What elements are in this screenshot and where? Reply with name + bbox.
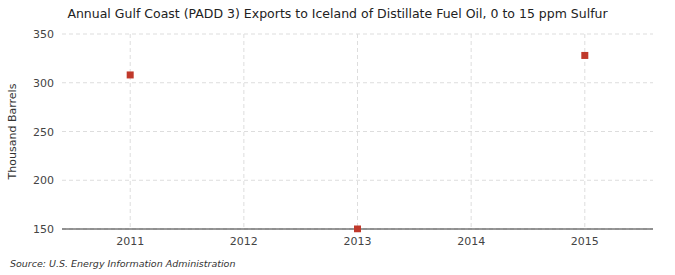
point <box>127 71 134 78</box>
source: Source: U.S. Energy Information Administ… <box>10 258 235 269</box>
background <box>0 0 675 275</box>
grid-line-y <box>62 180 653 181</box>
y-tick-label: 150 <box>33 223 54 236</box>
x-tick-label: 2013 <box>344 235 372 248</box>
x-tick-label: 2012 <box>230 235 258 248</box>
point <box>354 226 361 233</box>
y-tick-label: 300 <box>33 77 54 90</box>
y-tick-label: 350 <box>33 28 54 41</box>
chart: 2011 2012 2013 2014 2015 150 200 250 300 350 Annua… <box>0 0 675 275</box>
x-tick-label: 2011 <box>116 235 144 248</box>
y-tick-label: 200 <box>33 174 54 187</box>
grid-line-y <box>62 131 653 132</box>
x-tick-label: 2014 <box>457 235 485 248</box>
grid-line-x <box>357 34 358 229</box>
y-axis-label: Thousand Barrels <box>6 83 19 180</box>
grid-line-x <box>243 34 244 229</box>
grid-line-x <box>471 34 472 229</box>
y-tick-label: 250 <box>33 126 54 139</box>
grid-line-x <box>130 34 131 229</box>
ticks: 2011 2012 2013 2014 2015 150 200 250 300 350 <box>33 28 599 248</box>
points <box>127 52 589 233</box>
x-tick-label: 2015 <box>571 235 599 248</box>
grid <box>62 34 653 229</box>
point <box>581 52 588 59</box>
title: Annual Gulf Coast (PADD 3) Exports to Ic… <box>67 6 608 21</box>
grid-line-x <box>584 34 585 229</box>
